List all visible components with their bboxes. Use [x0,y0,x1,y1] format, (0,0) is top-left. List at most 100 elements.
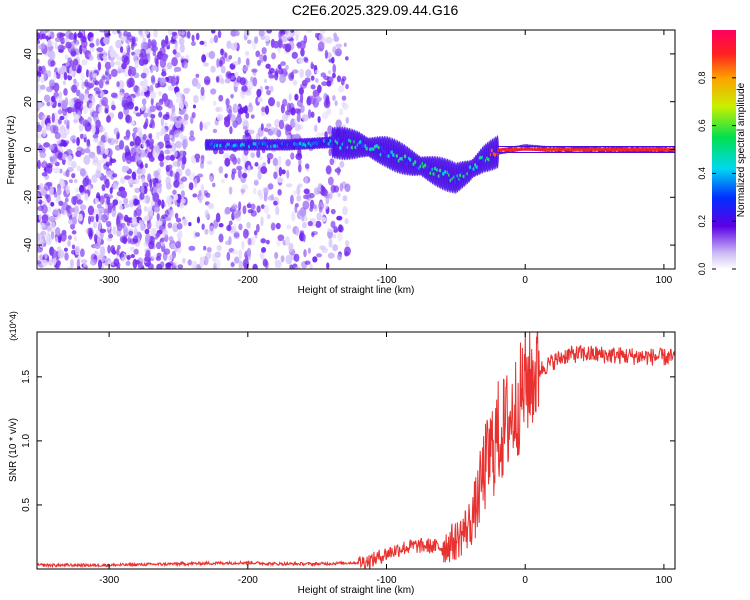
heat-cell [304,260,311,265]
heat-cell [91,174,98,183]
heat-cell [277,38,283,49]
snr-frame [36,331,676,570]
heat-cell [260,204,265,210]
heat-cell [94,243,101,250]
heat-cell [302,233,306,243]
heat-cell [285,183,293,188]
heat-cell [175,120,182,129]
heat-cell [181,155,187,165]
heat-cell [266,89,271,96]
heat-cell [252,187,257,195]
heat-cell [103,166,107,171]
heat-cell [98,78,104,89]
heat-cell [335,48,342,57]
heat-cell [273,200,278,206]
heat-cell [176,157,181,168]
heat-cell [127,68,132,77]
heat-cell [294,108,301,114]
heat-cell [244,50,250,56]
heat-cell [206,247,212,253]
heat-cell [51,249,58,259]
heat-cell [112,173,118,178]
heat-cell [264,105,270,115]
heat-cell [239,77,246,86]
heat-cell [160,126,166,135]
heat-cell [310,75,315,81]
heat-cell [41,259,49,267]
heat-cell [150,113,156,119]
heat-cell [153,30,158,38]
heat-cell [64,54,69,60]
heat-cell [301,221,307,229]
heat-cell [155,144,160,154]
heat-cell [95,90,101,95]
x-tick-label: -200 [238,275,258,286]
heat-cell [157,153,165,162]
heat-cell [97,220,102,231]
heat-cell [127,101,134,110]
heat-cell [296,185,301,196]
heat-cell [101,96,109,107]
heat-cell [116,67,124,74]
heat-cell [48,215,56,223]
heat-cell [264,85,270,90]
heat-cell [44,182,51,192]
heat-cell [336,75,342,83]
heat-cell [258,30,265,37]
heat-cell [294,123,301,132]
heat-cell [136,127,142,134]
heat-cell [139,192,145,200]
heat-cell [171,250,177,259]
heat-cell [67,57,72,63]
heat-cell [104,148,109,155]
heat-cell [241,183,249,191]
heat-cell [246,247,252,257]
heat-cell [72,58,79,66]
heat-cell [310,63,315,69]
heat-cell [325,195,330,205]
heat-cell [87,227,93,237]
heat-cell [61,229,67,236]
heat-cell [289,37,295,42]
y-tick-label: -20 [23,190,34,205]
heat-cell [304,77,311,83]
heat-cell [134,59,139,69]
heat-cell [318,206,323,213]
heat-cell [299,40,306,50]
heat-cell [81,59,88,66]
heat-cell [112,182,118,190]
heat-cell [295,142,299,147]
heat-cell [60,45,66,50]
heat-cell [65,184,71,195]
heat-cell [303,57,309,64]
heat-cell [105,80,110,85]
heat-cell [218,222,224,228]
heat-cell [119,205,124,210]
heat-cell [344,240,350,247]
heat-cell [37,75,41,83]
heat-cell [137,203,142,210]
heat-cell [323,75,330,81]
heat-cell [37,43,40,52]
heat-cell [83,262,87,268]
heat-cell [180,55,185,61]
heat-cell [39,151,47,159]
heat-cell [168,236,174,242]
heat-cell [71,84,78,94]
heat-cell [87,215,92,225]
x-tick-label: -100 [377,575,397,586]
heat-cell [77,64,82,72]
heat-cell [314,124,318,133]
x-tick-label: 0 [522,575,528,586]
heat-cell [151,45,158,52]
heat-cell [319,245,326,250]
heat-cell [131,171,137,180]
heat-cell [159,46,166,56]
heat-cell [106,196,111,206]
heat-cell [319,30,326,35]
heat-cell [493,153,497,157]
heat-cell [296,42,302,48]
heat-cell [292,79,298,86]
heat-cell [345,56,349,61]
heat-cell [156,252,162,258]
